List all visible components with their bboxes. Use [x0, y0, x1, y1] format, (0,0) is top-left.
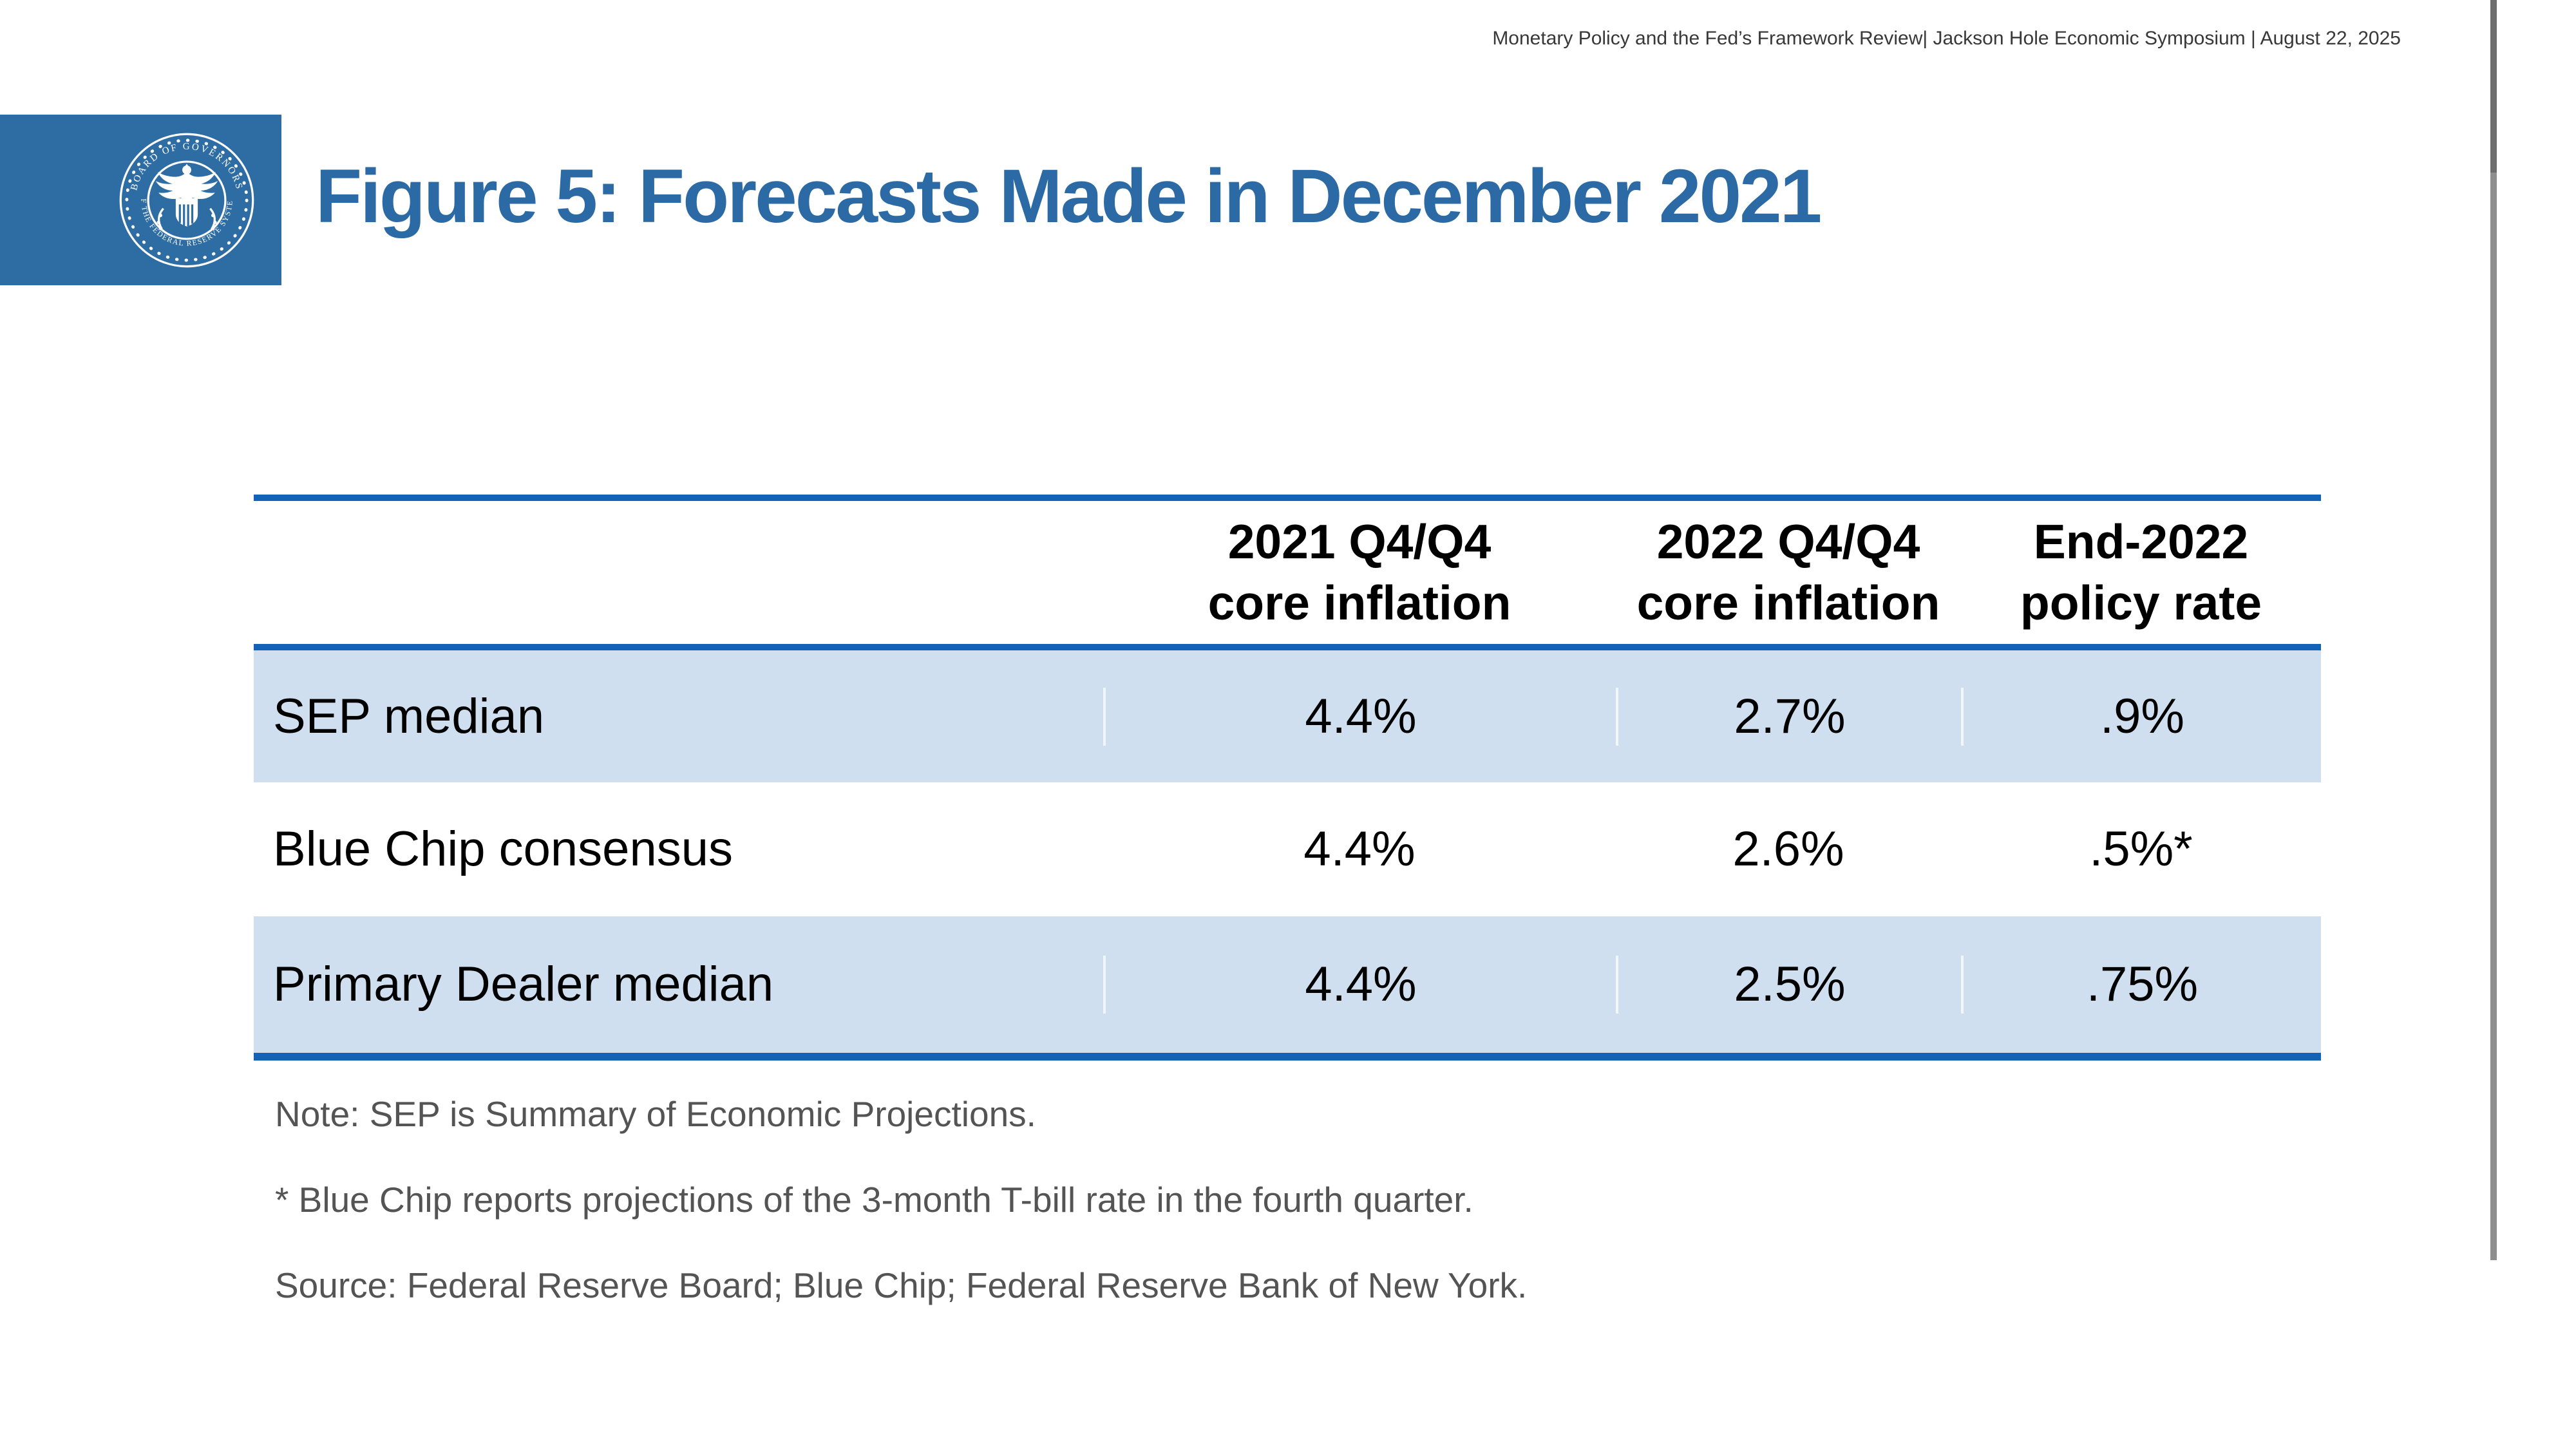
- table-header-row: 2021 Q4/Q4 core inflation 2022 Q4/Q4 cor…: [254, 501, 2321, 644]
- table-header-2022-core-inflation: 2022 Q4/Q4 core inflation: [1636, 515, 1940, 630]
- table-row-sep-median: SEP median 4.4% 2.7% .9%: [254, 650, 2321, 782]
- table-bottom-rule: [254, 1053, 2321, 1061]
- table-top-rule: [254, 495, 2321, 501]
- table-header-2021-core-inflation: 2021 Q4/Q4 core inflation: [1208, 515, 1511, 630]
- eagle-icon: [155, 164, 218, 203]
- row-value: 2.6%: [1732, 822, 1844, 876]
- presentation-header: Monetary Policy and the Fed’s Framework …: [1492, 27, 2401, 50]
- row-value: 4.4%: [1103, 956, 1616, 1014]
- forecast-table: 2021 Q4/Q4 core inflation 2022 Q4/Q4 cor…: [254, 495, 2321, 1061]
- row-value: 4.4%: [1303, 822, 1416, 876]
- shield-icon: [175, 198, 198, 227]
- row-value: 2.5%: [1616, 956, 1961, 1014]
- row-value: 4.4%: [1103, 687, 1616, 746]
- scrollbar-thumb[interactable]: [2490, 0, 2497, 173]
- branch-leaves: [156, 213, 217, 231]
- table-row-blue-chip-consensus: Blue Chip consensus 4.4% 2.6% .5%*: [254, 782, 2321, 916]
- row-value: 2.7%: [1616, 687, 1961, 746]
- row-label: SEP median: [273, 688, 545, 744]
- presentation-header-text: Monetary Policy and the Fed’s Framework …: [1492, 28, 2401, 49]
- note-sep-definition: Note: SEP is Summary of Economic Project…: [275, 1094, 1036, 1134]
- table-row-primary-dealer-median: Primary Dealer median 4.4% 2.5% .75%: [254, 916, 2321, 1053]
- row-label: Primary Dealer median: [273, 957, 774, 1012]
- fed-logo-block: BOARD OF GOVERNORS OF THE FEDERAL RESERV…: [0, 115, 281, 285]
- row-value: .5%*: [2089, 822, 2193, 876]
- row-value: .75%: [1961, 956, 2321, 1014]
- table-header-end-2022-policy-rate: End-2022 policy rate: [2020, 515, 2262, 630]
- federal-reserve-seal-icon: BOARD OF GOVERNORS OF THE FEDERAL RESERV…: [118, 131, 254, 268]
- row-value: .9%: [1961, 687, 2321, 746]
- note-blue-chip-asterisk: * Blue Chip reports projections of the 3…: [275, 1180, 1473, 1220]
- row-label: Blue Chip consensus: [273, 822, 733, 876]
- table-header-rule: [254, 644, 2321, 650]
- note-source: Source: Federal Reserve Board; Blue Chip…: [275, 1265, 1528, 1305]
- slide-title: Figure 5: Forecasts Made in December 202…: [316, 154, 1822, 239]
- notes-block: Note: SEP is Summary of Economic Project…: [275, 1095, 1527, 1352]
- scrollbar[interactable]: [2490, 0, 2497, 1260]
